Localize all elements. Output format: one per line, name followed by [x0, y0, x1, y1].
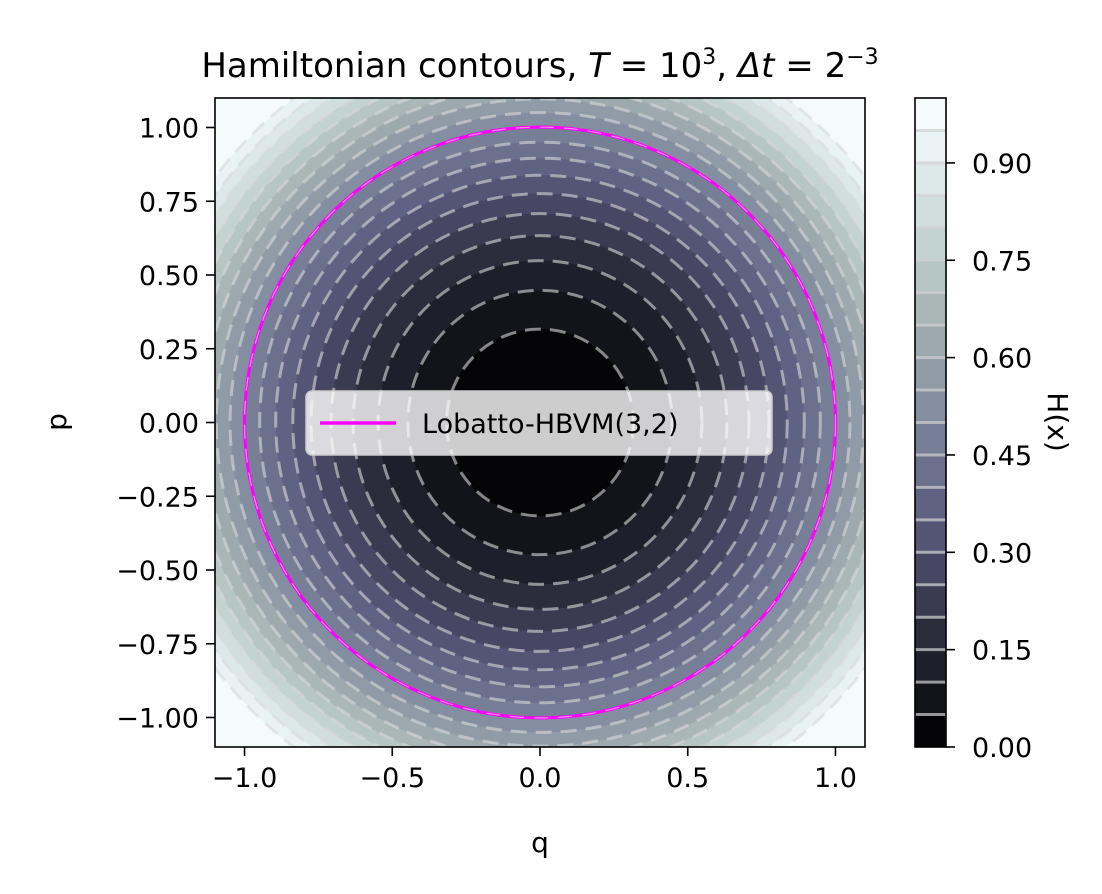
y-axis-ticks: 1.00 0.75 0.50 0.25 0.00 −0.25 −0.50 −0.75 −1.00 — [116, 114, 215, 735]
contour-line — [274, 156, 806, 689]
colorbar-tick-label: 0.60 — [972, 344, 1032, 375]
colorbar-band — [915, 162, 946, 196]
x-axis-ticks: −1.0 −0.5 0.0 0.5 1.0 — [212, 747, 857, 794]
contour-line — [258, 140, 822, 705]
y-tick-label: −0.25 — [116, 482, 199, 513]
colorbar-bands — [915, 98, 946, 747]
y-tick-label: −1.00 — [116, 704, 199, 735]
colorbar-band — [915, 357, 946, 391]
y-tick-label: −0.50 — [116, 556, 199, 587]
plot-area — [215, 98, 865, 747]
y-axis-label: p — [40, 413, 73, 431]
y-tick-label: 1.00 — [139, 114, 199, 145]
colorbar-band — [915, 130, 946, 163]
colorbar-band — [915, 584, 946, 618]
legend-label-lobatto-hbvm: Lobatto-HBVM(3,2) — [422, 409, 678, 440]
colorbar-tick-label: 0.30 — [972, 538, 1032, 569]
x-tick-label: 0.0 — [519, 763, 562, 794]
y-tick-label: 0.25 — [139, 335, 199, 366]
contour-line — [228, 111, 852, 734]
colorbar-band — [915, 519, 946, 553]
x-tick-label: −0.5 — [359, 763, 425, 794]
y-tick-label: 0.00 — [139, 409, 199, 440]
colorbar-label: H(x) — [1041, 392, 1074, 451]
chart-title: Hamiltonian contours, T = 103, Δt = 2−3 — [201, 45, 878, 86]
legend-box — [305, 390, 773, 456]
x-tick-label: −1.0 — [212, 763, 278, 794]
trajectory-overlay — [243, 126, 837, 719]
colorbar-ticks: 0.00 0.15 0.30 0.45 0.60 0.75 0.90 — [946, 149, 1032, 764]
legend: Lobatto-HBVM(3,2) — [305, 390, 773, 456]
colorbar-band — [915, 292, 946, 326]
colorbar-tick-label: 0.00 — [972, 733, 1032, 764]
colorbar-band — [915, 682, 946, 715]
contour-line — [215, 98, 865, 747]
x-tick-label: 1.0 — [814, 763, 857, 794]
y-tick-label: 0.50 — [139, 261, 199, 292]
colorbar-tick-label: 0.75 — [972, 246, 1032, 277]
colorbar-band — [915, 325, 946, 358]
colorbar-tick-label: 0.90 — [972, 149, 1032, 180]
x-axis-label: q — [531, 826, 549, 859]
colorbar-band — [915, 422, 946, 455]
colorbar-band — [915, 617, 946, 650]
colorbar-band — [915, 195, 946, 228]
colorbar-band — [915, 227, 946, 261]
colorbar-tick-label: 0.45 — [972, 441, 1032, 472]
colorbar-band — [915, 487, 946, 520]
contour-line — [291, 173, 789, 672]
colorbar-band — [915, 454, 946, 488]
y-tick-label: −0.75 — [116, 630, 199, 661]
colorbar-frame — [914, 97, 947, 748]
colorbar-band — [915, 260, 946, 293]
colorbar: 0.00 0.15 0.30 0.45 0.60 0.75 0.90 H(x) — [914, 97, 1074, 764]
colorbar-tick-label: 0.15 — [972, 636, 1032, 667]
colorbar-band — [915, 98, 946, 131]
trajectory-layer — [242, 125, 838, 720]
colorbar-band — [915, 649, 946, 683]
colorbar-band — [915, 390, 946, 423]
x-tick-label: 0.5 — [666, 763, 709, 794]
colorbar-band — [915, 714, 946, 747]
colorbar-band — [915, 552, 946, 585]
y-tick-label: 0.75 — [139, 187, 199, 218]
